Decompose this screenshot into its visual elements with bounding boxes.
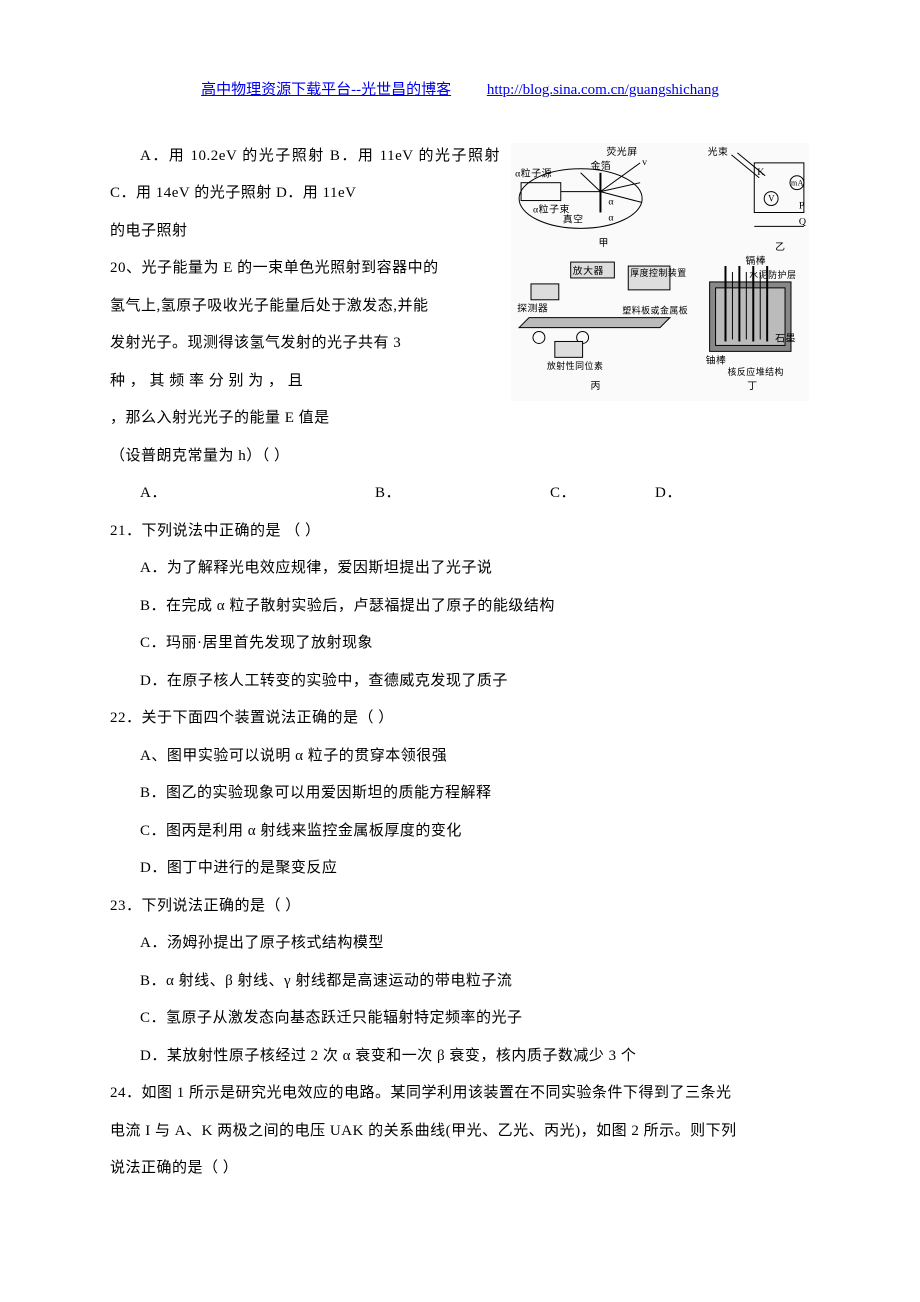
q22-B: B．图乙的实验现象可以用爱因斯坦的质能方程解释 (110, 775, 810, 813)
q22-A: A、图甲实验可以说明 α 粒子的贯穿本领很强 (110, 738, 810, 776)
label-tanceqi: 探测器 (517, 301, 548, 314)
q23-A: A．汤姆孙提出了原子核式结构模型 (110, 925, 810, 963)
q21-D: D．在原子核人工转变的实验中，查德威克发现了质子 (110, 663, 810, 701)
label-zhenkong: 真空 (563, 212, 584, 225)
label-K: K (757, 166, 765, 177)
q21-A: A．为了解释光电效应规律，爱因斯坦提出了光子说 (110, 550, 810, 588)
page-header: 高中物理资源下载平台--光世昌的博客 http://blog.sina.com.… (110, 72, 810, 110)
q20-optA: A． (140, 475, 375, 513)
label-ding: 丁 (747, 381, 757, 392)
label-bing: 丙 (591, 381, 601, 392)
label-mA: mA (791, 178, 804, 187)
q23-C: C．氢原子从激发态向基态跃迁只能辐射特定频率的光子 (110, 1000, 810, 1038)
q20-optC: C． (550, 475, 655, 513)
page: 高中物理资源下载平台--光世昌的博客 http://blog.sina.com.… (0, 0, 920, 1302)
header-blog-link[interactable]: 高中物理资源下载平台--光世昌的博客 (201, 82, 451, 98)
q21-stem: 21．下列说法中正确的是 （ ） (110, 513, 810, 551)
label-alpha2: α (608, 212, 614, 223)
label-houdu: 厚度控制装置 (630, 266, 687, 277)
q20-l4-text: 种 ， 其 频 率 分 别 为 ， 且 (110, 373, 303, 389)
label-yingguangping: 荧光屏 (606, 144, 637, 157)
q23-D: D．某放射性原子核经过 2 次 α 衰变和一次 β 衰变，核内质子数减少 3 个 (110, 1038, 810, 1076)
q23-B: B．α 射线、β 射线、γ 射线都是高速运动的带电粒子流 (110, 963, 810, 1001)
label-shimo: 石墨 (775, 332, 796, 344)
label-suoliao: 塑料板或金属板 (622, 304, 688, 315)
label-V: V (768, 193, 775, 203)
q20-optD: D． (655, 475, 682, 513)
label-yi: 乙 (775, 241, 785, 253)
q21-C: C．玛丽·居里首先发现了放射现象 (110, 625, 810, 663)
figure-svg: 荧光屏 α粒子源 α粒子束 金箔 v 真空 α α 甲 (511, 143, 809, 401)
label-alpha1: α (608, 196, 614, 207)
q20-optB: B． (375, 475, 550, 513)
header-url-link[interactable]: http://blog.sina.com.cn/guangshichang (487, 82, 719, 98)
label-shuini: 水泥防护层 (749, 268, 796, 279)
q22-stem: 22．关于下面四个装置说法正确的是（ ） (110, 700, 810, 738)
label-fangdaqi: 放大器 (573, 263, 604, 276)
label-hefanying: 核反应堆结构 (727, 366, 784, 377)
q24-l3: 说法正确的是（ ） (110, 1150, 810, 1188)
q20-options: A． B． C． D． (110, 475, 810, 513)
q22-C: C．图丙是利用 α 射线来监控金属板厚度的变化 (110, 813, 810, 851)
label-P: P (799, 200, 805, 211)
body-text: 荧光屏 α粒子源 α粒子束 金箔 v 真空 α α 甲 (110, 138, 810, 1188)
q20-l6: （设普朗克常量为 h）（ ） (110, 438, 810, 476)
q24-l1: 24．如图 1 所示是研究光电效应的电路。某同学利用该装置在不同实验条件下得到了… (110, 1075, 810, 1113)
label-Q: Q (799, 216, 807, 227)
q23-stem: 23．下列说法正确的是（ ） (110, 888, 810, 926)
label-guangshu: 光束 (708, 144, 729, 157)
q24-l2: 电流 I 与 A、K 两极之间的电压 UAK 的关系曲线(甲光、乙光、丙光)，如… (110, 1113, 810, 1151)
figure-cluster: 荧光屏 α粒子源 α粒子束 金箔 v 真空 α α 甲 (510, 142, 810, 402)
q21-B: B．在完成 α 粒子散射实验后，卢瑟福提出了原子的能级结构 (110, 588, 810, 626)
q20-l5: ，那么入射光光子的能量 E 值是 (110, 400, 810, 438)
label-jia: 甲 (598, 238, 608, 249)
label-youbang: 铀棒 (706, 353, 727, 366)
label-v: v (642, 156, 647, 167)
label-gebang: 镉棒 (745, 254, 766, 267)
q22-D: D．图丁中进行的是聚变反应 (110, 850, 810, 888)
label-tongweisu: 放射性同位素 (547, 360, 604, 371)
